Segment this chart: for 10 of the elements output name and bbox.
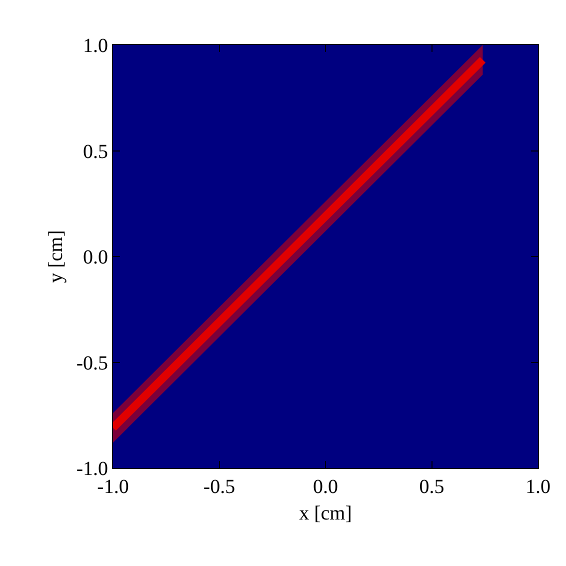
y-tick-label: 0.5: [83, 140, 108, 163]
y-axis-title: y [cm]: [44, 230, 67, 283]
y-tick-label: 0.0: [83, 246, 108, 268]
x-tick-label: 0.0: [313, 476, 338, 498]
x-tick-label: 1.0: [526, 476, 550, 498]
x-tick-label: 0.5: [419, 476, 444, 498]
x-tick-label: -0.5: [203, 476, 236, 498]
y-tick-label: -0.5: [76, 352, 108, 374]
x-axis-title: x [cm]: [299, 502, 352, 524]
y-tick-label: 1.0: [83, 35, 108, 57]
